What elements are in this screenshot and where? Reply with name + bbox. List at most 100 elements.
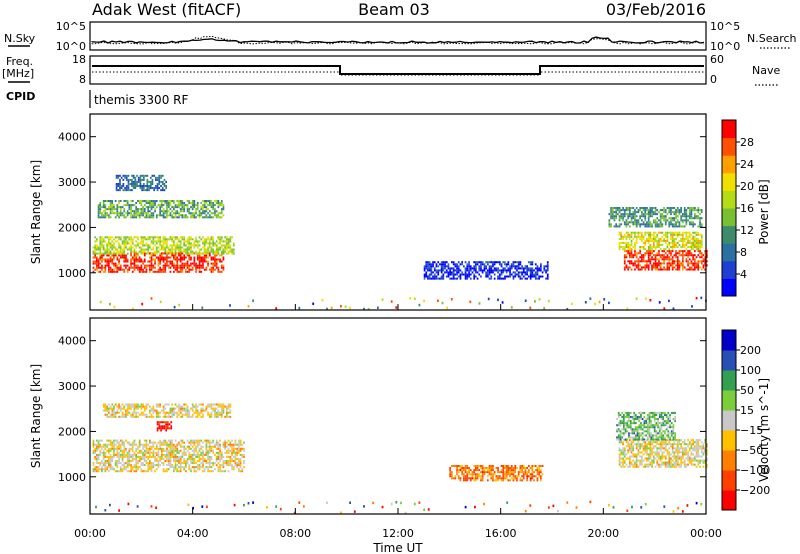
echo-cell — [102, 443, 105, 446]
echo-cell — [171, 449, 174, 452]
echo-cell — [529, 475, 532, 478]
echo-cell — [528, 475, 530, 478]
echo-cell — [169, 460, 172, 463]
echo-cell — [183, 409, 186, 412]
echo-cell — [154, 252, 156, 255]
echo-cell — [167, 411, 170, 414]
echo-cell — [125, 238, 127, 241]
echo-cell — [680, 209, 683, 212]
echo-cell — [468, 469, 470, 472]
echo-cell — [528, 275, 530, 278]
echo-cell — [678, 449, 681, 452]
echo-cell — [507, 261, 510, 264]
echo-cell — [158, 178, 161, 181]
echo-cell — [664, 441, 667, 444]
echo-cell — [533, 471, 535, 474]
echo-cell — [149, 409, 151, 412]
echo-cell — [675, 209, 677, 212]
echo-cell — [147, 468, 150, 471]
echo-cell — [493, 267, 496, 270]
echo-cell — [102, 405, 105, 408]
echo-cell — [502, 271, 505, 274]
echo-cell — [646, 445, 648, 448]
echo-cell — [215, 260, 218, 263]
echo-cell — [637, 264, 640, 267]
echo-cell — [695, 248, 698, 251]
cpid-value: themis 3300 RF — [94, 93, 188, 107]
echo-cell — [163, 185, 166, 188]
echo-cell — [111, 204, 114, 207]
echo-cell — [685, 260, 688, 263]
echo-cell — [623, 465, 626, 468]
echo-cell — [635, 463, 638, 466]
echo-cell — [179, 468, 182, 471]
echo-cell — [195, 453, 197, 456]
echo-cell — [149, 266, 151, 269]
echo-cell — [207, 246, 209, 249]
echo-cell — [183, 451, 186, 454]
echo-cell — [670, 262, 672, 265]
echo-cell — [126, 407, 129, 410]
echo-cell — [117, 183, 120, 186]
echo-cell — [668, 268, 671, 271]
echo-cell — [181, 208, 184, 211]
echo-cell — [143, 254, 146, 257]
echo-cell — [217, 266, 220, 269]
echo-cell — [239, 458, 242, 461]
echo-cell — [149, 183, 152, 186]
echo-cell — [128, 403, 131, 406]
echo-cell — [130, 447, 132, 450]
echo-cell — [447, 263, 450, 266]
echo-cell — [627, 231, 630, 234]
echo-cell — [150, 266, 153, 269]
echo-cell — [659, 447, 662, 450]
echo-cell — [654, 223, 657, 226]
echo-cell — [171, 409, 174, 412]
echo-cell — [205, 441, 208, 444]
echo-cell — [97, 466, 100, 469]
echo-cell — [131, 185, 133, 188]
echo-cell — [125, 453, 127, 456]
echo-cell — [637, 441, 640, 444]
echo-cell — [119, 238, 122, 241]
echo-cell — [529, 263, 532, 266]
echo-cell — [166, 254, 168, 257]
echo-cell — [231, 460, 233, 463]
echo-cell — [642, 223, 645, 226]
echo-cell — [162, 200, 165, 203]
echo-cell — [203, 244, 206, 247]
echo-cell — [680, 239, 683, 242]
echo-cell — [524, 273, 527, 276]
echo-cell — [171, 262, 174, 265]
echo-cell — [128, 407, 131, 410]
echo-cell — [123, 264, 126, 267]
echo-cell — [96, 264, 98, 267]
echo-cell — [704, 268, 707, 271]
echo-cell — [646, 221, 648, 224]
echo-cell — [142, 248, 144, 251]
echo-cell — [115, 174, 118, 177]
echo-cell — [445, 261, 448, 264]
echo-cell — [200, 206, 203, 209]
echo-cell — [649, 252, 652, 255]
echo-cell — [475, 271, 477, 274]
echo-cell — [683, 451, 686, 454]
echo-cell — [649, 231, 652, 234]
echo-cell — [185, 411, 187, 414]
echo-cell — [123, 405, 126, 408]
echo-cell — [143, 189, 145, 192]
echo-cell — [142, 455, 144, 458]
echo-cell — [119, 208, 122, 211]
echo-cell — [692, 237, 695, 240]
echo-cell — [630, 449, 633, 452]
echo-cell — [632, 459, 635, 462]
echo-cell — [118, 403, 120, 406]
echo-cell — [150, 297, 153, 300]
echo-cell — [635, 223, 638, 226]
echo-cell — [208, 246, 211, 249]
echo-cell — [622, 237, 624, 240]
echo-cell — [641, 457, 643, 460]
echo-cell — [690, 233, 693, 236]
echo-cell — [524, 271, 527, 274]
echo-cell — [670, 445, 672, 448]
